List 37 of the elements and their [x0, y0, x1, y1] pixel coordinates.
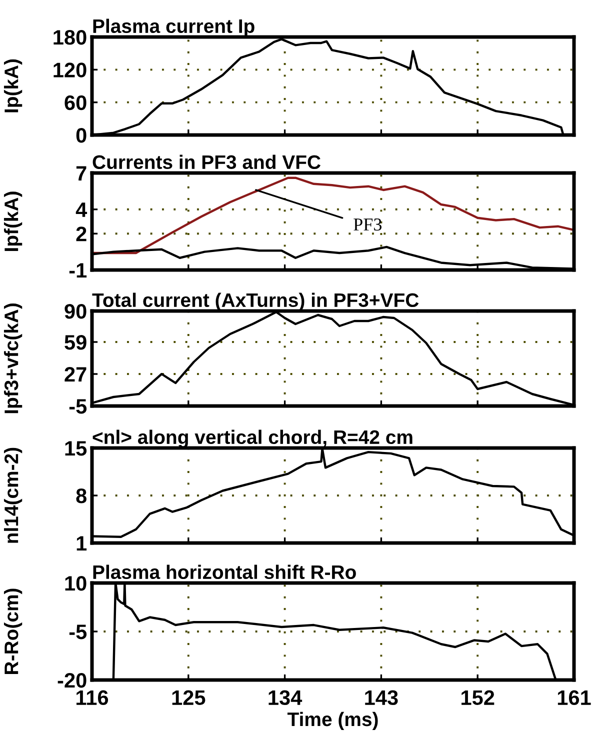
y-axis-title: R-Ro(cm)	[4, 588, 22, 674]
line-series	[92, 176, 574, 254]
y-tick-label: 10	[65, 576, 86, 591]
y-axis-title: nl14(cm-2)	[4, 448, 22, 543]
y-tick-label: 15	[65, 441, 87, 456]
annotation: PF3	[354, 218, 382, 231]
y-axis-title: Ip(kA)	[4, 59, 22, 112]
x-tick-label: 125	[172, 690, 206, 706]
y-tick-label: 8	[76, 488, 86, 504]
y-tick-label: 27	[64, 367, 86, 382]
chart-title: Total current (AxTurns) in PF3+VFC	[92, 292, 419, 311]
x-axis-title: Time (ms)	[287, 712, 378, 730]
y-tick-label: 7	[76, 166, 86, 181]
chart-title: Currents in PF3 and VFC	[92, 154, 321, 170]
x-tick-label: 152	[462, 690, 494, 706]
y-tick-label: 180	[54, 30, 86, 45]
x-tick-label: 143	[365, 690, 398, 706]
y-tick-label: 59	[64, 335, 86, 350]
y-tick-label: -20	[58, 673, 86, 688]
y-axis-title: Ipf(kA)	[4, 192, 22, 251]
y-tick-label: -5	[69, 624, 87, 640]
y-tick-label: 0	[76, 128, 86, 143]
x-tick-label: 161	[558, 690, 591, 706]
y-tick-label: 1	[76, 536, 87, 551]
y-axis-title: Ipf3+vfc(kA)	[4, 304, 22, 414]
y-tick-label: 4	[76, 202, 88, 217]
x-tick-label: 134	[268, 690, 302, 706]
y-tick-label: -5	[69, 399, 87, 414]
y-tick-label: 2	[76, 226, 86, 242]
y-tick-label: -1	[69, 263, 87, 278]
chart-title: Plasma current Ip	[93, 18, 254, 37]
y-tick-label: 90	[64, 304, 86, 319]
y-tick-label: 120	[54, 62, 86, 78]
y-tick-label: 60	[64, 95, 86, 110]
x-tick-label: 116	[76, 690, 108, 706]
chart-title: Plasma horizontal shift R-Ro	[93, 564, 356, 580]
chart-title: <nl> along vertical chord, R=42 cm	[92, 430, 412, 448]
